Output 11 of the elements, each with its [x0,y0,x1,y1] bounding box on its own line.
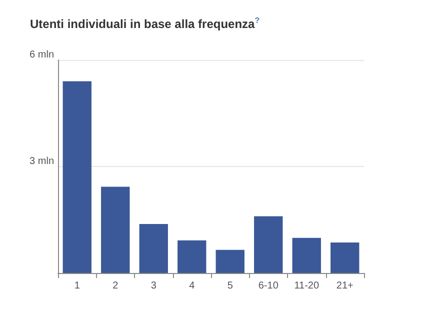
x-tick-label: 4 [189,280,196,292]
x-tick-label: 1 [74,280,80,292]
x-tick-label: 2 [112,280,119,292]
x-tick-label: 6-10 [258,280,279,292]
x-tick-label: 21+ [336,280,354,292]
x-tick-label: 5 [227,280,234,292]
chart-title: Utenti individuali in base alla frequenza$^{?}$ [30,16,260,31]
x-tick-label: 11-20 [294,280,320,292]
y-tick-label: 6 mln [30,50,54,60]
x-tick-label: 3 [150,280,157,292]
y-tick-label: 3 mln [30,156,54,167]
